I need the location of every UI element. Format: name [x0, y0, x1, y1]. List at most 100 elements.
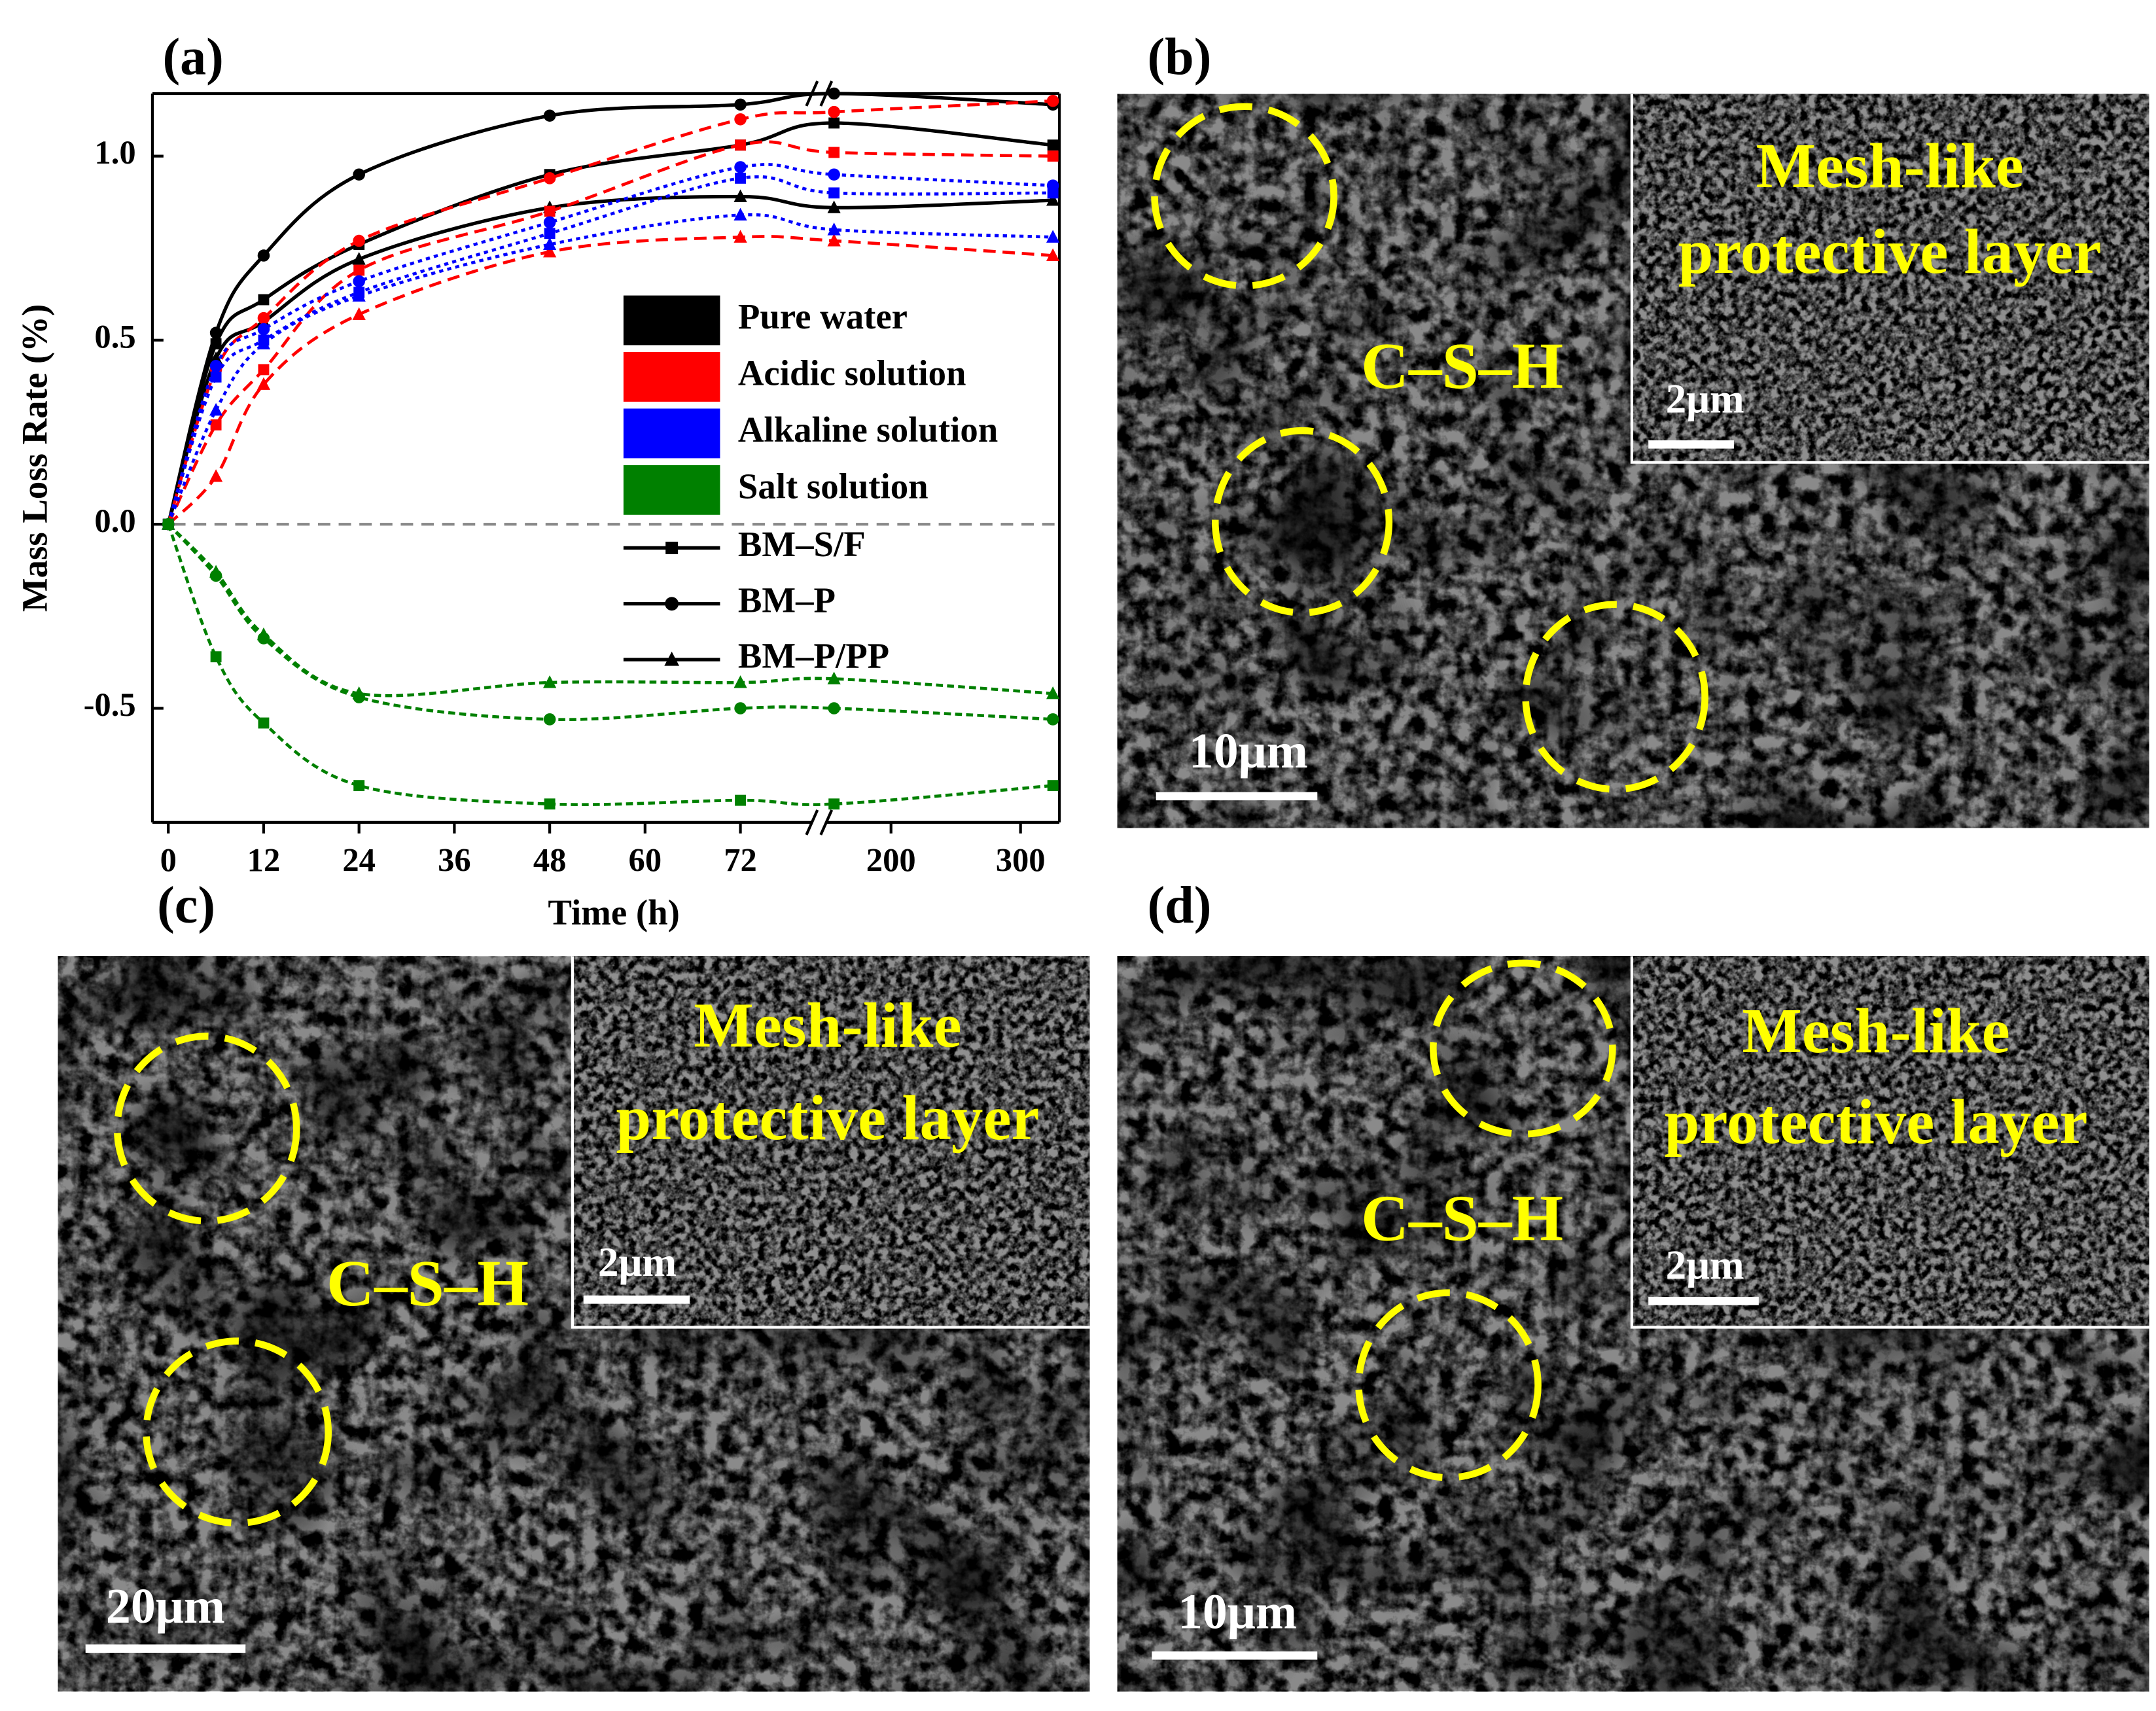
phase-label: C–S–H: [327, 1246, 529, 1320]
inset-title: protective layer: [1678, 217, 2102, 287]
legend-swatch: [623, 465, 720, 515]
x-tick-label: 60: [629, 842, 662, 879]
legend-swatch: [623, 408, 720, 459]
scale-bar: [1156, 792, 1318, 801]
marker-triangle: [209, 469, 223, 482]
inset-title: Mesh-like: [1742, 996, 2009, 1066]
x-tick-label: 72: [724, 842, 757, 879]
scale-bar: [85, 1644, 246, 1653]
scale-label: 10μm: [1178, 1585, 1297, 1640]
marker-square: [258, 364, 270, 376]
panel-label: (a): [162, 29, 223, 86]
series-line: [167, 523, 1053, 806]
marker-triangle: [733, 207, 747, 221]
x-tick-label: 200: [866, 842, 916, 879]
x-axis-label: Time (h): [548, 892, 679, 932]
highlight-circle: [1430, 959, 1616, 1138]
axis-break: [805, 809, 834, 836]
y-tick-label: 0.5: [94, 319, 135, 355]
inset-title: Mesh-like: [694, 991, 961, 1061]
marker-circle: [1046, 179, 1059, 192]
scale-label: 20μm: [106, 1579, 225, 1634]
scale-bar: [1152, 1651, 1318, 1660]
x-tick-label: 24: [342, 842, 376, 879]
marker-triangle: [1046, 193, 1060, 206]
series-line: [167, 175, 1053, 525]
inset-title: Mesh-like: [1756, 131, 2023, 201]
marker-square: [210, 419, 222, 431]
marker-triangle: [733, 230, 747, 243]
legend-swatch: [623, 352, 720, 402]
marker-circle: [734, 113, 747, 126]
marker-circle: [257, 323, 270, 336]
marker-circle: [543, 216, 556, 229]
legend-label: Salt solution: [738, 466, 928, 506]
marker-circle: [828, 87, 840, 100]
marker-square: [735, 794, 746, 806]
y-tick-label: 1.0: [94, 134, 135, 171]
inset-scale-label: 2μm: [1666, 1242, 1744, 1288]
sem-inset-texture: [572, 956, 1090, 1328]
highlight-circle: [113, 1032, 300, 1225]
highlight-circle: [143, 1337, 332, 1527]
highlight-circle: [1211, 427, 1393, 616]
marker-square: [828, 147, 840, 158]
marker-square: [210, 371, 222, 383]
marker-square: [353, 780, 365, 792]
legend-label: BM–P/PP: [738, 636, 889, 676]
y-tick-label: -0.5: [84, 686, 136, 723]
marker-triangle: [256, 336, 271, 349]
marker-triangle: [733, 189, 747, 202]
marker-circle: [828, 105, 840, 118]
marker-square: [665, 541, 679, 554]
marker-triangle: [352, 252, 366, 265]
marker-circle: [1046, 713, 1059, 726]
marker-triangle: [1046, 686, 1060, 699]
legend-label: BM–S/F: [738, 524, 866, 564]
marker-square: [828, 187, 840, 199]
panel-label: (b): [1148, 29, 1212, 86]
marker-triangle: [352, 307, 366, 320]
y-axis-label: Mass Loss Rate (%): [15, 304, 55, 612]
marker-circle: [209, 326, 222, 339]
chart-panel: (a) -0.5 0.0 0.5 1.0 0 12 24 36 48 60 72 200 300 Time …: [15, 29, 1061, 932]
marker-circle: [665, 597, 679, 611]
marker-triangle: [827, 234, 841, 247]
marker-circle: [1046, 94, 1059, 107]
marker-circle: [543, 109, 556, 122]
marker-square: [258, 717, 270, 729]
series-line: [167, 213, 1053, 525]
inset-title: protective layer: [1665, 1087, 2088, 1157]
legend-label: Acidic solution: [738, 353, 966, 393]
marker-triangle: [827, 671, 841, 684]
marker-circle: [828, 702, 840, 714]
marker-triangle: [542, 675, 557, 688]
inset-border: [1630, 956, 2149, 1329]
legend-label: BM–P: [738, 580, 836, 620]
x-tick-label: 48: [533, 842, 567, 879]
marker-square: [828, 117, 840, 129]
sem-panels: (b) Mesh-like protective layer C–S–H 2μm 10μm…: [58, 29, 2149, 1692]
phase-label: C–S–H: [1361, 1182, 1563, 1255]
marker-triangle: [1046, 248, 1060, 261]
marker-circle: [353, 275, 365, 288]
marker-square: [1047, 139, 1059, 151]
marker-triangle: [256, 627, 271, 641]
x-tick-label: 12: [247, 842, 281, 879]
inset-scale-label: 2μm: [598, 1239, 677, 1285]
x-tick-label: 36: [438, 842, 471, 879]
marker-circle: [543, 713, 556, 726]
inset-scale-bar: [1648, 1297, 1759, 1305]
marker-square: [828, 798, 840, 810]
marker-square: [544, 205, 556, 217]
marker-circle: [353, 234, 365, 247]
marker-circle: [734, 98, 747, 111]
x-tick-label: 300: [996, 842, 1046, 879]
scale-label: 10μm: [1189, 724, 1308, 779]
marker-square: [1047, 780, 1059, 792]
marker-circle: [209, 360, 222, 372]
x-tick-label: 0: [160, 842, 177, 879]
inset-title: protective layer: [616, 1083, 1039, 1153]
legend-swatch: [623, 295, 720, 345]
marker-circle: [828, 168, 840, 181]
